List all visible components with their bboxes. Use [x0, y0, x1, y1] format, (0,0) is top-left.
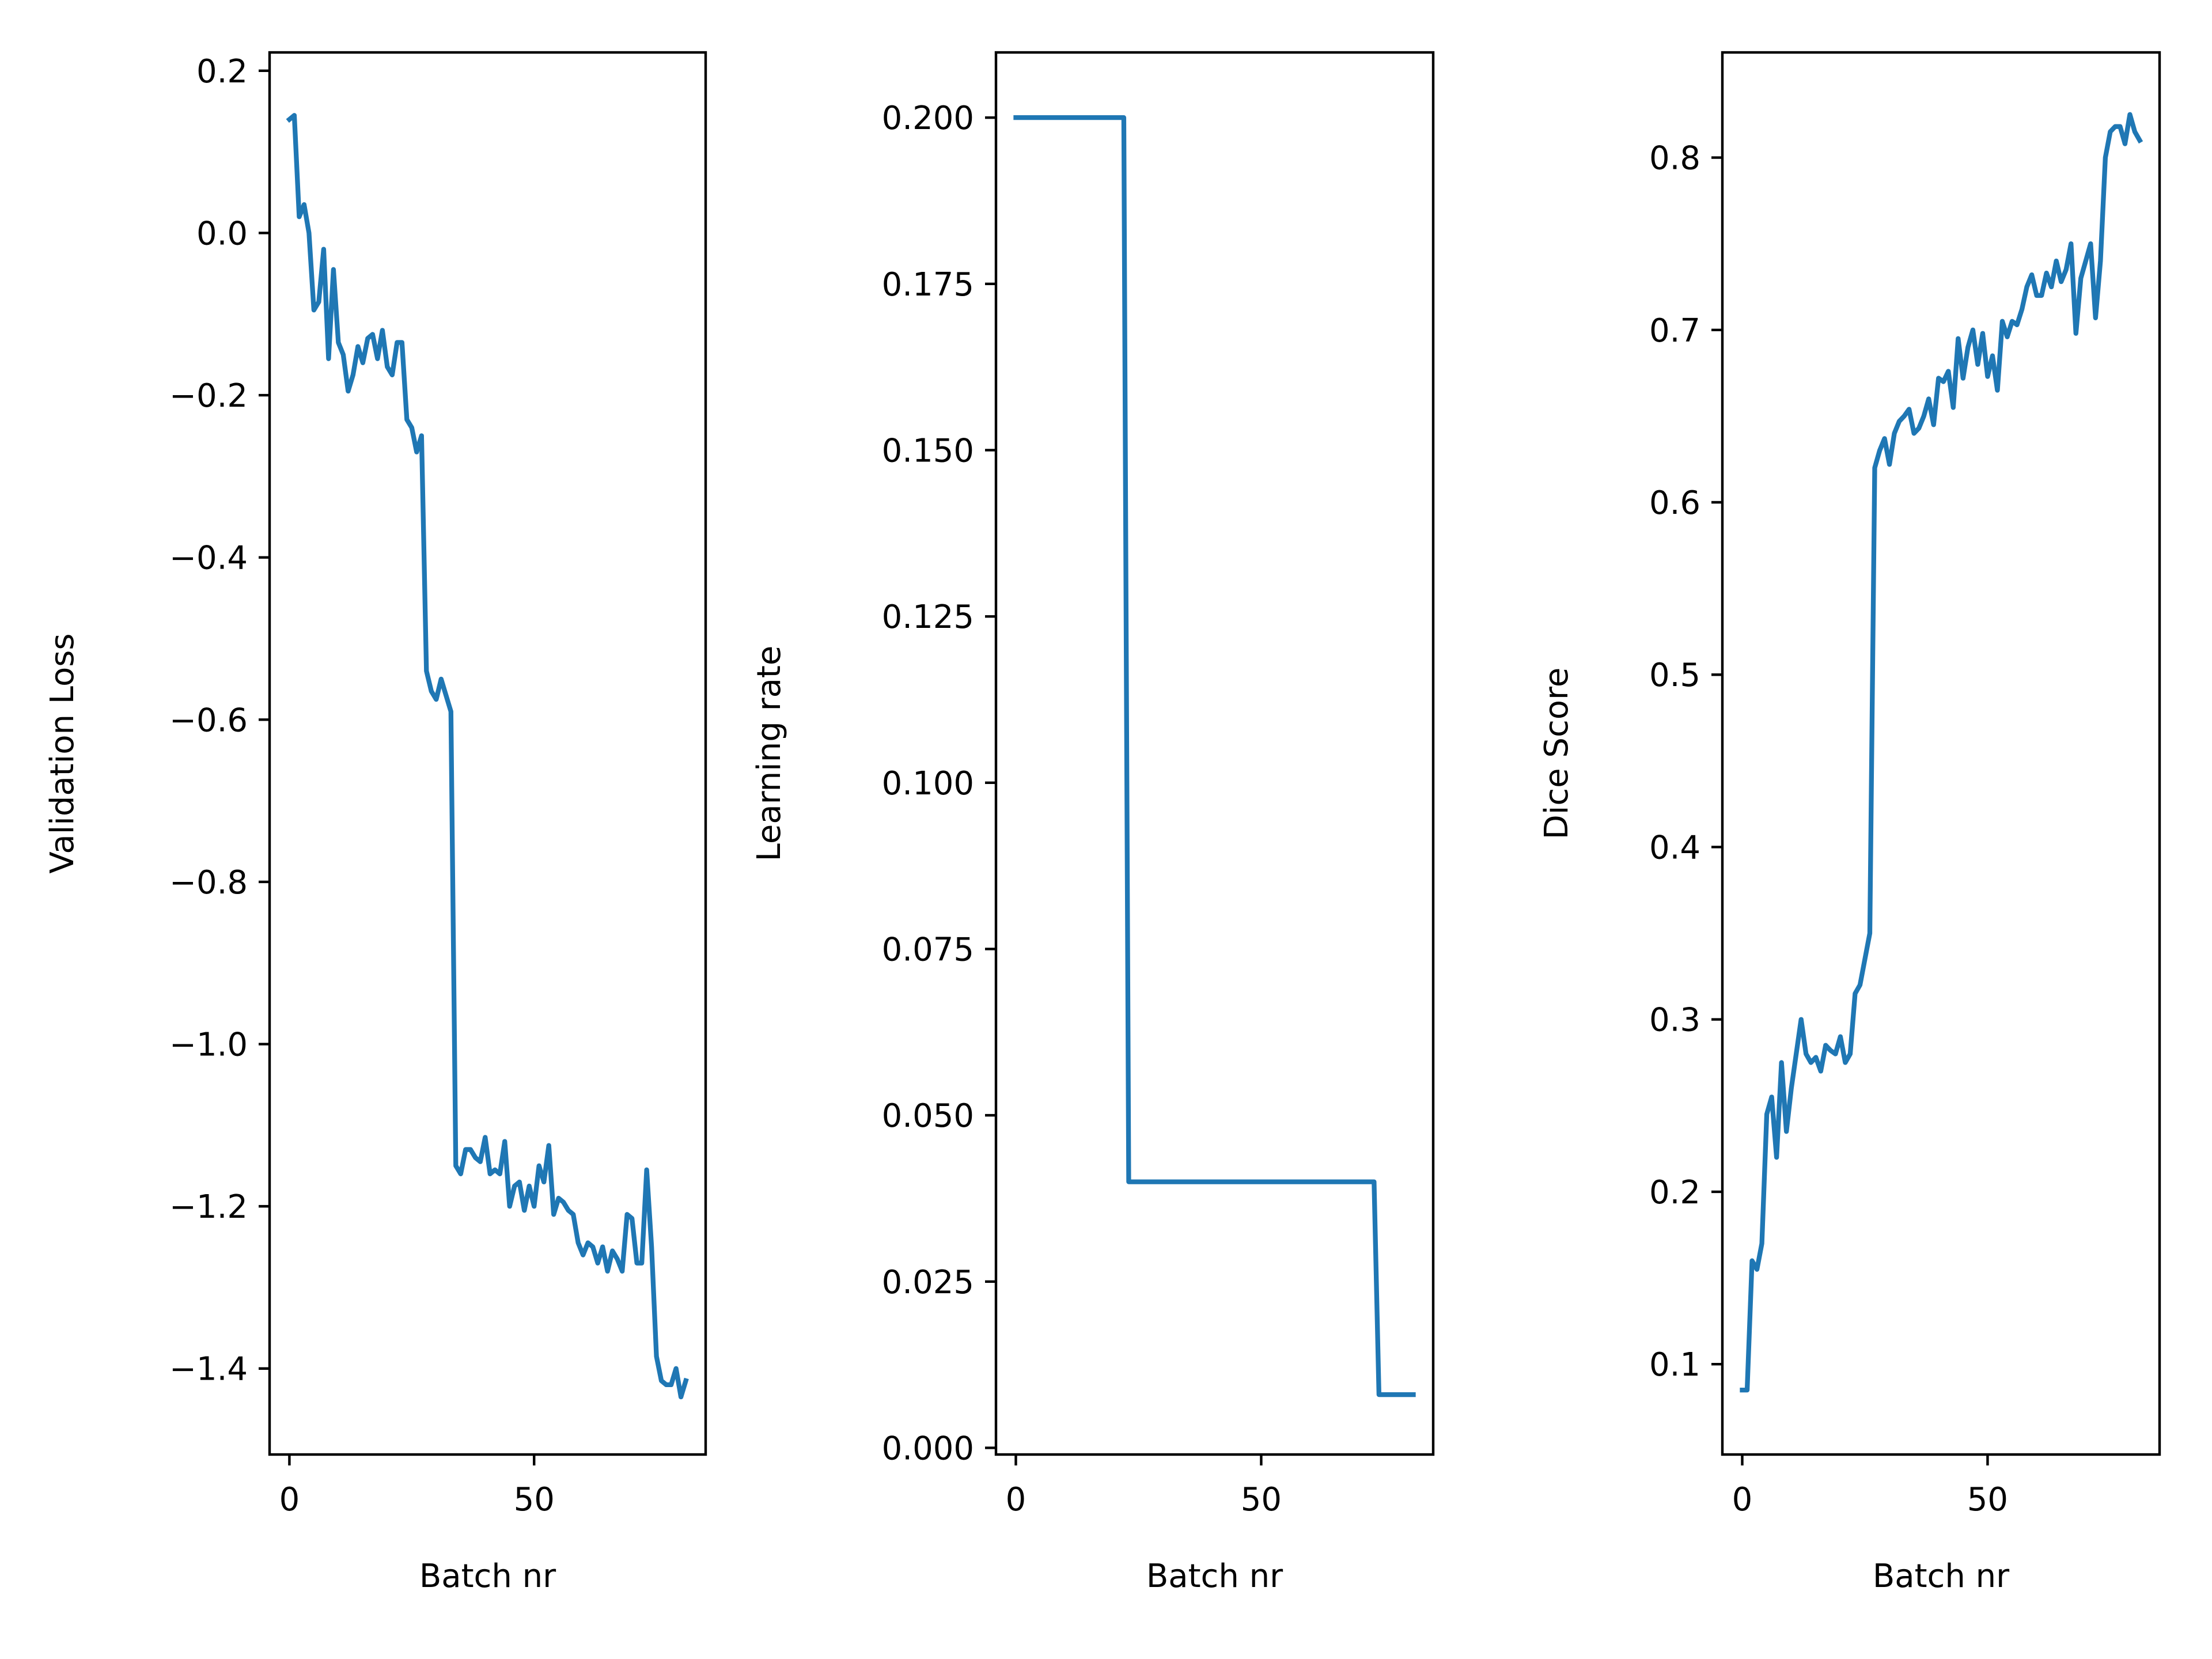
y-tick-label: 0.125 — [882, 599, 974, 636]
y-tick-label: 0.025 — [882, 1264, 974, 1301]
y-tick-label: −0.4 — [169, 540, 248, 577]
y-tick-label: 0.2 — [196, 53, 248, 90]
y-tick-label: 0.100 — [882, 765, 974, 802]
x-axis-label: Batch nr — [419, 1558, 556, 1595]
y-tick-label: 0.4 — [1649, 829, 1700, 866]
x-tick-label: 0 — [1006, 1481, 1027, 1518]
y-tick-label: 0.075 — [882, 931, 974, 968]
y-tick-label: 0.200 — [882, 100, 974, 137]
y-tick-label: −1.2 — [169, 1188, 248, 1226]
y-tick-label: −1.4 — [169, 1351, 248, 1388]
y-tick-label: 0.0 — [196, 215, 248, 252]
y-tick-label: −0.2 — [169, 377, 248, 415]
x-tick-label: 50 — [1967, 1481, 2008, 1518]
data-line — [1740, 112, 2143, 1393]
y-tick-label: 0.175 — [882, 266, 974, 304]
y-tick-label: 0.150 — [882, 432, 974, 469]
y-tick-label: 0.6 — [1649, 484, 1700, 522]
y-tick-label: 0.7 — [1649, 312, 1700, 350]
x-tick-label: 50 — [514, 1481, 555, 1518]
axes-frame — [268, 51, 707, 1456]
axes-frame — [994, 51, 1435, 1456]
data-line — [286, 113, 689, 1400]
y-tick-label: 0.000 — [882, 1430, 974, 1467]
y-tick-label: −0.8 — [169, 864, 248, 902]
data-line — [1013, 115, 1416, 1397]
y-tick-label: 0.2 — [1649, 1174, 1700, 1211]
y-tick-label: 0.8 — [1649, 140, 1700, 177]
x-tick-label: 0 — [279, 1481, 300, 1518]
y-axis-label: Learning rate — [751, 646, 788, 862]
axes-frame — [1721, 51, 2161, 1456]
y-tick-label: 0.1 — [1649, 1346, 1700, 1384]
y-axis-label: Dice Score — [1538, 668, 1575, 840]
y-axis-label: Validation Loss — [44, 633, 81, 873]
y-tick-label: 0.3 — [1649, 1002, 1700, 1039]
y-tick-label: 0.5 — [1649, 657, 1700, 694]
x-tick-label: 0 — [1732, 1481, 1753, 1518]
y-tick-label: −1.0 — [169, 1027, 248, 1064]
y-tick-label: −0.6 — [169, 702, 248, 739]
x-tick-label: 50 — [1241, 1481, 1282, 1518]
y-tick-label: 0.050 — [882, 1097, 974, 1135]
x-axis-label: Batch nr — [1873, 1558, 2010, 1595]
x-axis-label: Batch nr — [1146, 1558, 1283, 1595]
